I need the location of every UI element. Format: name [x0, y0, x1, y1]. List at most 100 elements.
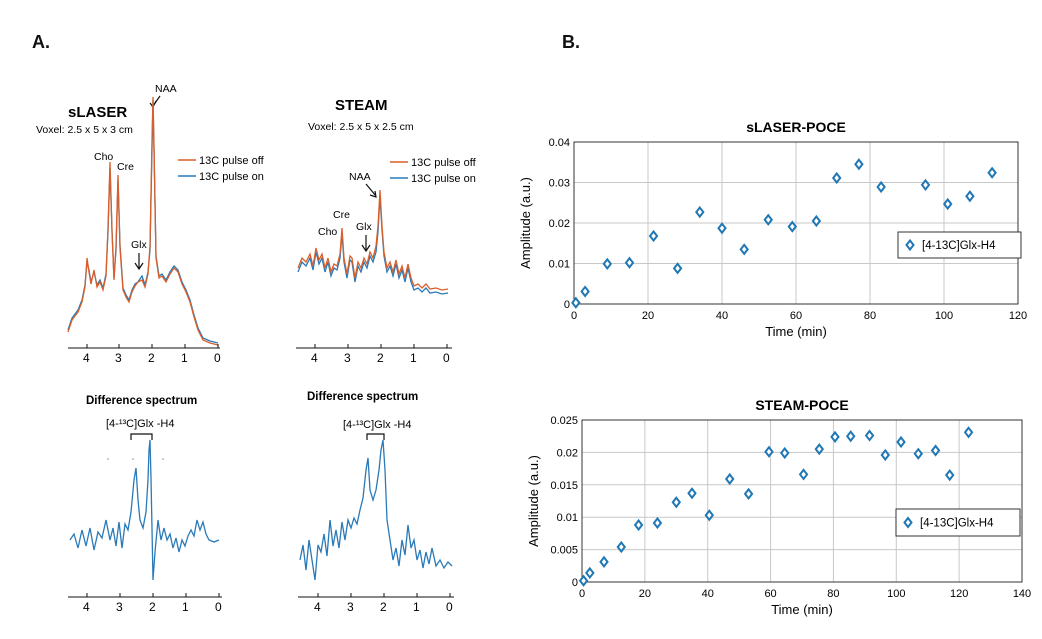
- slaser-diff-tick-4: 4: [83, 600, 90, 614]
- x-tick-label: 40: [716, 310, 728, 322]
- data-point: [913, 447, 924, 460]
- data-point: [944, 468, 955, 482]
- slaser-title: sLASER: [68, 104, 127, 121]
- slaser-glx-label: Glx: [131, 239, 148, 251]
- data-point: [942, 197, 953, 211]
- data-point: [845, 430, 856, 443]
- steam-legend-off: 13C pulse off: [411, 157, 477, 169]
- legend-box: [895, 508, 1021, 537]
- data-point: [864, 429, 875, 442]
- x-tick-label: 100: [887, 588, 905, 600]
- plot-frame: [573, 141, 1019, 305]
- data-point: [830, 430, 840, 443]
- legend-marker: [903, 516, 913, 529]
- x-tick-label: 60: [790, 310, 802, 322]
- slaser-tick-1: 1: [181, 351, 188, 365]
- data-point: [814, 443, 825, 456]
- slaser-diff-spectrum: [69, 439, 220, 581]
- slaser-spectrum-off: [67, 96, 219, 346]
- steam-diff-bracket: [366, 433, 385, 440]
- data-point: [671, 496, 682, 509]
- slaser-diff-tick-2: 2: [149, 600, 156, 614]
- y-tick-label: 0.025: [550, 415, 578, 427]
- data-point: [854, 158, 864, 171]
- y-tick-label: 0.01: [557, 512, 578, 524]
- y-tick-label: 0.02: [549, 218, 570, 230]
- slaser-naa-label: NAA: [155, 83, 177, 95]
- steam-spectrum-on: [297, 195, 449, 295]
- slaser-diff-label: [4-¹³C]Glx -H4: [106, 418, 174, 430]
- data-point: [920, 178, 931, 192]
- data-point: [648, 229, 659, 243]
- data-point: [687, 487, 697, 500]
- slaser-diff-tick-1: 1: [182, 600, 189, 614]
- steam-diff-tick-1: 1: [413, 600, 420, 614]
- data-point: [743, 487, 754, 501]
- slaser-poce-chart: sLASER-POCE 0 20 40 60 80 100 120 0 0.01 0.02 0.03 0…: [518, 119, 1027, 339]
- data-point: [695, 205, 705, 219]
- y-tick-label: 0.04: [549, 137, 570, 149]
- slaser-glx-arrow: [134, 253, 144, 271]
- data-point: [633, 518, 644, 532]
- steam-cre-label: Cre: [333, 209, 350, 221]
- data-point: [652, 516, 663, 530]
- slaser-tick-0: 0: [214, 351, 221, 365]
- steam-glx-arrow: [361, 235, 371, 253]
- y-tick-label: 0.005: [550, 545, 578, 557]
- data-point: [599, 555, 609, 569]
- steam-tick-1: 1: [410, 351, 417, 365]
- steam-glx-label: Glx: [356, 221, 373, 233]
- x-tick-label: 20: [639, 588, 651, 600]
- y-tick-label: 0.03: [549, 178, 570, 190]
- x-tick-label: 120: [1009, 310, 1027, 322]
- slaser-legend-off: 13C pulse off: [199, 155, 265, 167]
- data-point: [798, 468, 809, 481]
- legend-marker: [905, 238, 915, 252]
- x-tick-label: 80: [827, 588, 839, 600]
- y-axis-label: Amplitude (a.u.): [526, 455, 541, 547]
- data-point: [704, 509, 715, 522]
- steam-tick-2: 2: [377, 351, 384, 365]
- x-axis-label: Time (min): [765, 324, 827, 339]
- data-point: [896, 435, 906, 449]
- y-axis-label: Amplitude (a.u.): [518, 177, 533, 269]
- data-point: [724, 472, 735, 486]
- steam-voxel: Voxel: 2.5 x 5 x 2.5 cm: [308, 121, 414, 133]
- steam-naa-arrow: [365, 183, 377, 198]
- spectra-panel: sLASER Voxel: 2.5 x 5 x 3 cm NAA Cho Cre…: [36, 83, 477, 614]
- slaser-tick-2: 2: [148, 351, 155, 365]
- slaser-diff-title: Difference spectrum: [86, 395, 197, 407]
- slaser-tick-4: 4: [83, 351, 90, 365]
- x-tick-label: 0: [571, 310, 577, 322]
- data-point: [987, 166, 997, 179]
- data-point: [602, 257, 613, 271]
- legend-label: [4-13C]Glx-H4: [922, 240, 996, 252]
- steam-cho-label: Cho: [318, 226, 337, 238]
- slaser-cre-label: Cre: [117, 161, 134, 173]
- y-tick-label: 0: [572, 577, 578, 589]
- y-tick-label: 0.01: [549, 259, 570, 271]
- panel-b-label: B.: [562, 32, 580, 52]
- x-tick-label: 40: [702, 588, 714, 600]
- data-point: [930, 444, 941, 457]
- y-tick-label: 0.015: [550, 480, 578, 492]
- slaser-tick-3: 3: [115, 351, 122, 365]
- data-point: [963, 426, 974, 439]
- slaser-spectrum-on: [67, 99, 219, 344]
- steam-diff-spectrum: [299, 439, 453, 581]
- steam-tick-3: 3: [344, 351, 351, 365]
- steam-spectrum-off: [297, 189, 449, 291]
- steam-legend-on: 13C pulse on: [411, 173, 476, 185]
- steam-diff-tick-3: 3: [347, 600, 354, 614]
- chart-title: STEAM-POCE: [755, 397, 848, 413]
- x-axis-label: Time (min): [771, 602, 833, 617]
- data-point: [880, 448, 891, 462]
- steam-tick-4: 4: [311, 351, 318, 365]
- x-tick-label: 140: [1013, 588, 1031, 600]
- x-tick-label: 0: [579, 588, 585, 600]
- x-tick-label: 120: [950, 588, 968, 600]
- slaser-voxel: Voxel: 2.5 x 5 x 3 cm: [36, 124, 133, 136]
- data-point: [571, 296, 581, 309]
- steam-poce-chart: STEAM-POCE 0 20 40 60 80 100 120 140 0 0.005 0.01 0.…: [526, 397, 1031, 617]
- steam-naa-label: NAA: [349, 171, 371, 183]
